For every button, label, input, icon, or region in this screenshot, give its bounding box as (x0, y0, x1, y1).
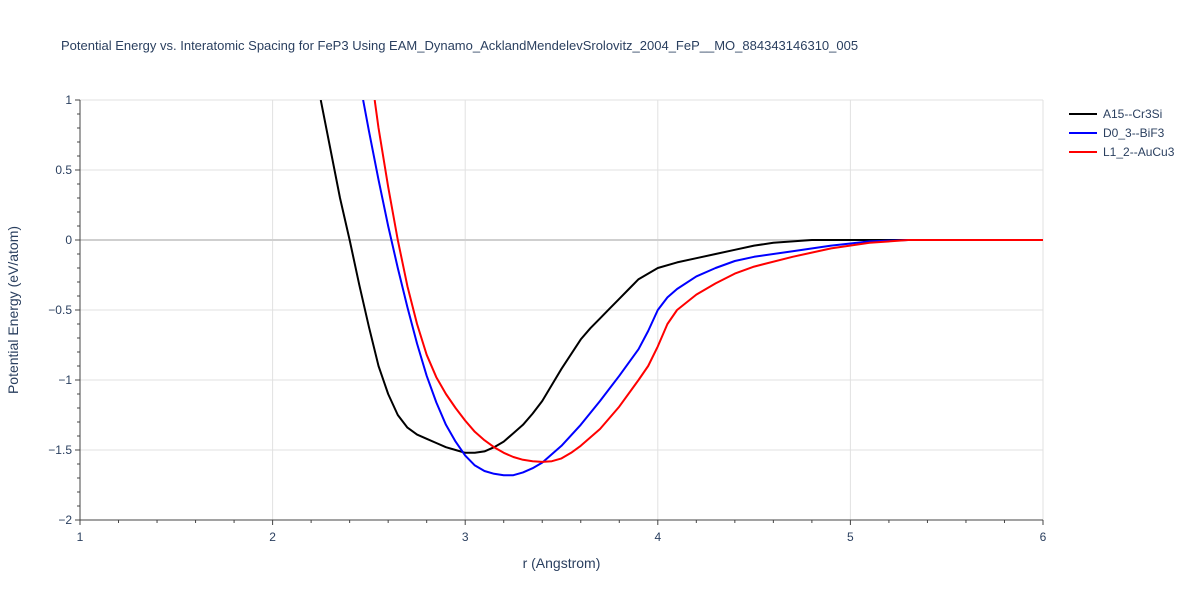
series-line-a15-cr3si (319, 100, 1043, 454)
legend-item-d0-3-bif3[interactable]: D0_3--BiF3 (1069, 126, 1165, 140)
legend[interactable]: A15--Cr3Si D0_3--BiF3 L1_2--AuCu3 (1069, 107, 1175, 159)
x-tick-label: 3 (462, 530, 469, 544)
legend-item-l1-2-aucu3[interactable]: L1_2--AuCu3 (1069, 145, 1175, 159)
x-tick-label: 1 (77, 530, 84, 544)
series-line-l1-2-aucu3 (373, 100, 1043, 463)
series-lines (319, 100, 1043, 477)
legend-label: L1_2--AuCu3 (1103, 145, 1175, 159)
y-tick-label: 0.5 (55, 163, 72, 177)
y-tick-label: 0 (65, 233, 72, 247)
x-tick-label: 6 (1040, 530, 1047, 544)
y-tick-label: −0.5 (48, 303, 72, 317)
x-tick-label: 4 (654, 530, 661, 544)
chart-title: Potential Energy vs. Interatomic Spacing… (61, 38, 858, 53)
y-tick-label: 1 (65, 93, 72, 107)
x-axis-title: r (Angstrom) (523, 555, 601, 571)
axes-layer (75, 99, 1044, 525)
y-tick-label: −1 (58, 373, 72, 387)
tick-labels: 1 2 3 4 5 6 −2 −1.5 −1 −0.5 0 0.5 1 (48, 93, 1046, 544)
x-tick-label: 5 (847, 530, 854, 544)
y-tick-label: −1.5 (48, 443, 72, 457)
x-tick-label: 2 (269, 530, 276, 544)
y-tick-label: −2 (58, 513, 72, 527)
legend-label: D0_3--BiF3 (1103, 126, 1165, 140)
legend-label: A15--Cr3Si (1103, 107, 1162, 121)
legend-item-a15-cr3si[interactable]: A15--Cr3Si (1069, 107, 1162, 121)
y-axis-title: Potential Energy (eV/atom) (5, 226, 21, 394)
